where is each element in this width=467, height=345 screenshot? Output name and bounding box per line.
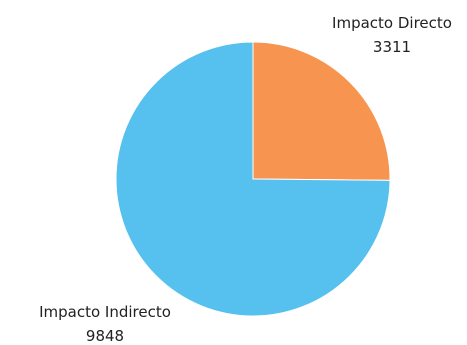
slice-label-direct-value: 3311	[373, 38, 411, 56]
pie-slice-impacto-indirecto	[115, 41, 391, 317]
slice-label-direct-name: Impacto Directo	[332, 14, 452, 32]
slice-label-indirect-value: 9848	[86, 327, 124, 345]
pie-slice-impacto-directo	[252, 41, 391, 181]
pie-slices	[115, 41, 391, 317]
slice-label-indirect-name: Impacto Indirecto	[39, 303, 171, 321]
